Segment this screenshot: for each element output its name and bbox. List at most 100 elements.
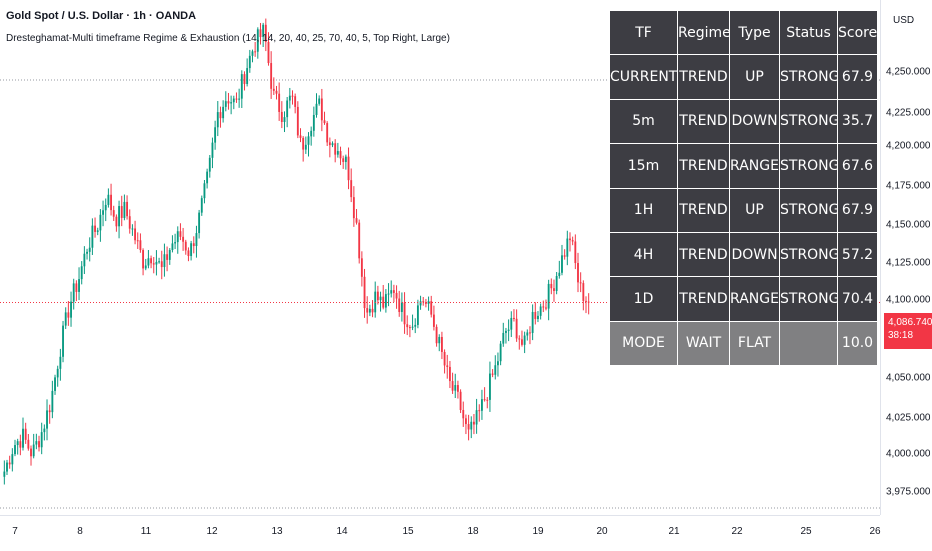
candle-body: [211, 142, 214, 158]
candle-body: [155, 261, 158, 265]
candle-body: [70, 301, 72, 318]
candle-body: [142, 250, 145, 269]
candle-body: [275, 90, 278, 94]
candle-body: [526, 332, 529, 336]
panel-cell: Score: [837, 9, 878, 56]
candle-body: [542, 306, 545, 308]
candle-body: [24, 428, 27, 440]
candle-body: [22, 428, 24, 448]
panel-row: 1H TREND UP STRONG 67.9: [609, 187, 878, 233]
candle-body: [208, 157, 211, 172]
candle-body: [566, 238, 569, 257]
panel-cell: Type: [729, 9, 780, 56]
candle-body: [286, 100, 289, 118]
time-axis-label: 19: [532, 526, 544, 537]
time-axis[interactable]: [0, 515, 880, 551]
candle-body: [486, 399, 489, 401]
panel-cell: 67.9: [837, 187, 878, 233]
candle-body: [400, 302, 403, 312]
candle-body: [72, 283, 75, 302]
price-axis-label: 4,200.000: [886, 140, 931, 152]
panel-cell: STRONG: [779, 143, 838, 189]
candle-body: [224, 101, 227, 107]
candle-body: [414, 324, 417, 327]
candle-body: [291, 95, 294, 97]
panel-cell: DOWN: [729, 98, 780, 145]
candle-body: [176, 231, 179, 243]
candle-body: [390, 290, 393, 294]
candle-body: [307, 136, 310, 145]
price-axis[interactable]: [880, 0, 932, 515]
panel-cell: 4H: [609, 231, 678, 278]
candle-body: [355, 218, 358, 223]
candle-body: [232, 98, 235, 103]
panel-cell: TREND: [677, 187, 730, 233]
candle-body: [256, 29, 259, 52]
candle-body: [577, 263, 579, 283]
candle-body: [136, 240, 139, 242]
candle-body: [323, 120, 326, 124]
price-axis-label: 4,175.000: [886, 180, 931, 192]
candle-body: [462, 409, 465, 419]
candle-body: [16, 441, 19, 446]
candle-body: [331, 143, 334, 146]
candle-body: [555, 276, 558, 291]
candle-body: [384, 294, 387, 308]
candle-body: [246, 68, 249, 84]
candle-body: [38, 441, 40, 448]
candle-body: [280, 111, 283, 123]
candle-body: [550, 283, 553, 289]
candle-body: [54, 377, 56, 391]
candle-body: [403, 302, 406, 325]
candle-body: [139, 240, 142, 251]
panel-cell: TF: [609, 9, 678, 56]
candle-body: [579, 282, 582, 284]
time-axis-label: 12: [206, 526, 218, 537]
candle-body: [352, 197, 355, 219]
candle-body: [174, 242, 177, 244]
candle-body: [32, 444, 35, 457]
candle-body: [126, 201, 129, 217]
panel-cell: STRONG: [779, 231, 838, 278]
candle-body: [585, 300, 587, 302]
panel-cell: 1D: [609, 276, 678, 322]
candle-body: [168, 250, 171, 260]
candle-body: [395, 292, 398, 299]
candle-body: [464, 418, 467, 425]
candle-body: [440, 336, 443, 352]
candle-body: [336, 151, 339, 155]
candle-body: [350, 180, 353, 198]
candle-body: [46, 410, 48, 429]
panel-cell: TREND: [677, 54, 730, 100]
candle-body: [171, 243, 174, 251]
price-axis-label: 4,150.000: [886, 219, 931, 231]
panel-cell: Status: [779, 9, 838, 56]
candle-body: [360, 258, 363, 277]
candle-body: [59, 356, 62, 369]
currency-label[interactable]: USD: [893, 15, 915, 26]
panel-cell: 67.6: [837, 143, 878, 189]
time-axis-label: 26: [869, 526, 881, 537]
panel-cell: STRONG: [779, 187, 838, 233]
candle-body: [107, 194, 110, 205]
panel-header-row: TF Regime Type Status Score: [609, 9, 878, 56]
candle-body: [64, 312, 67, 326]
current-price: 4,086.740: [888, 317, 932, 328]
indicator-title[interactable]: Dresteghamat-Multi timeframe Regime & Ex…: [6, 33, 450, 44]
candle-body: [318, 98, 321, 104]
candle-body: [494, 365, 497, 375]
time-axis-label: 21: [668, 526, 680, 537]
time-axis-label: 15: [402, 526, 414, 537]
candle-body: [569, 238, 571, 241]
candle-body: [27, 439, 30, 449]
candle-body: [296, 106, 299, 136]
candle-body: [326, 123, 329, 143]
candle-body: [203, 183, 206, 199]
candle-body: [563, 255, 566, 257]
panel-cell: STRONG: [779, 276, 838, 322]
candle-body: [531, 311, 534, 333]
bar-countdown: 38:18: [888, 330, 914, 341]
candle-body: [283, 117, 286, 123]
price-chart[interactable]: [0, 0, 880, 515]
candle-body: [398, 298, 401, 312]
